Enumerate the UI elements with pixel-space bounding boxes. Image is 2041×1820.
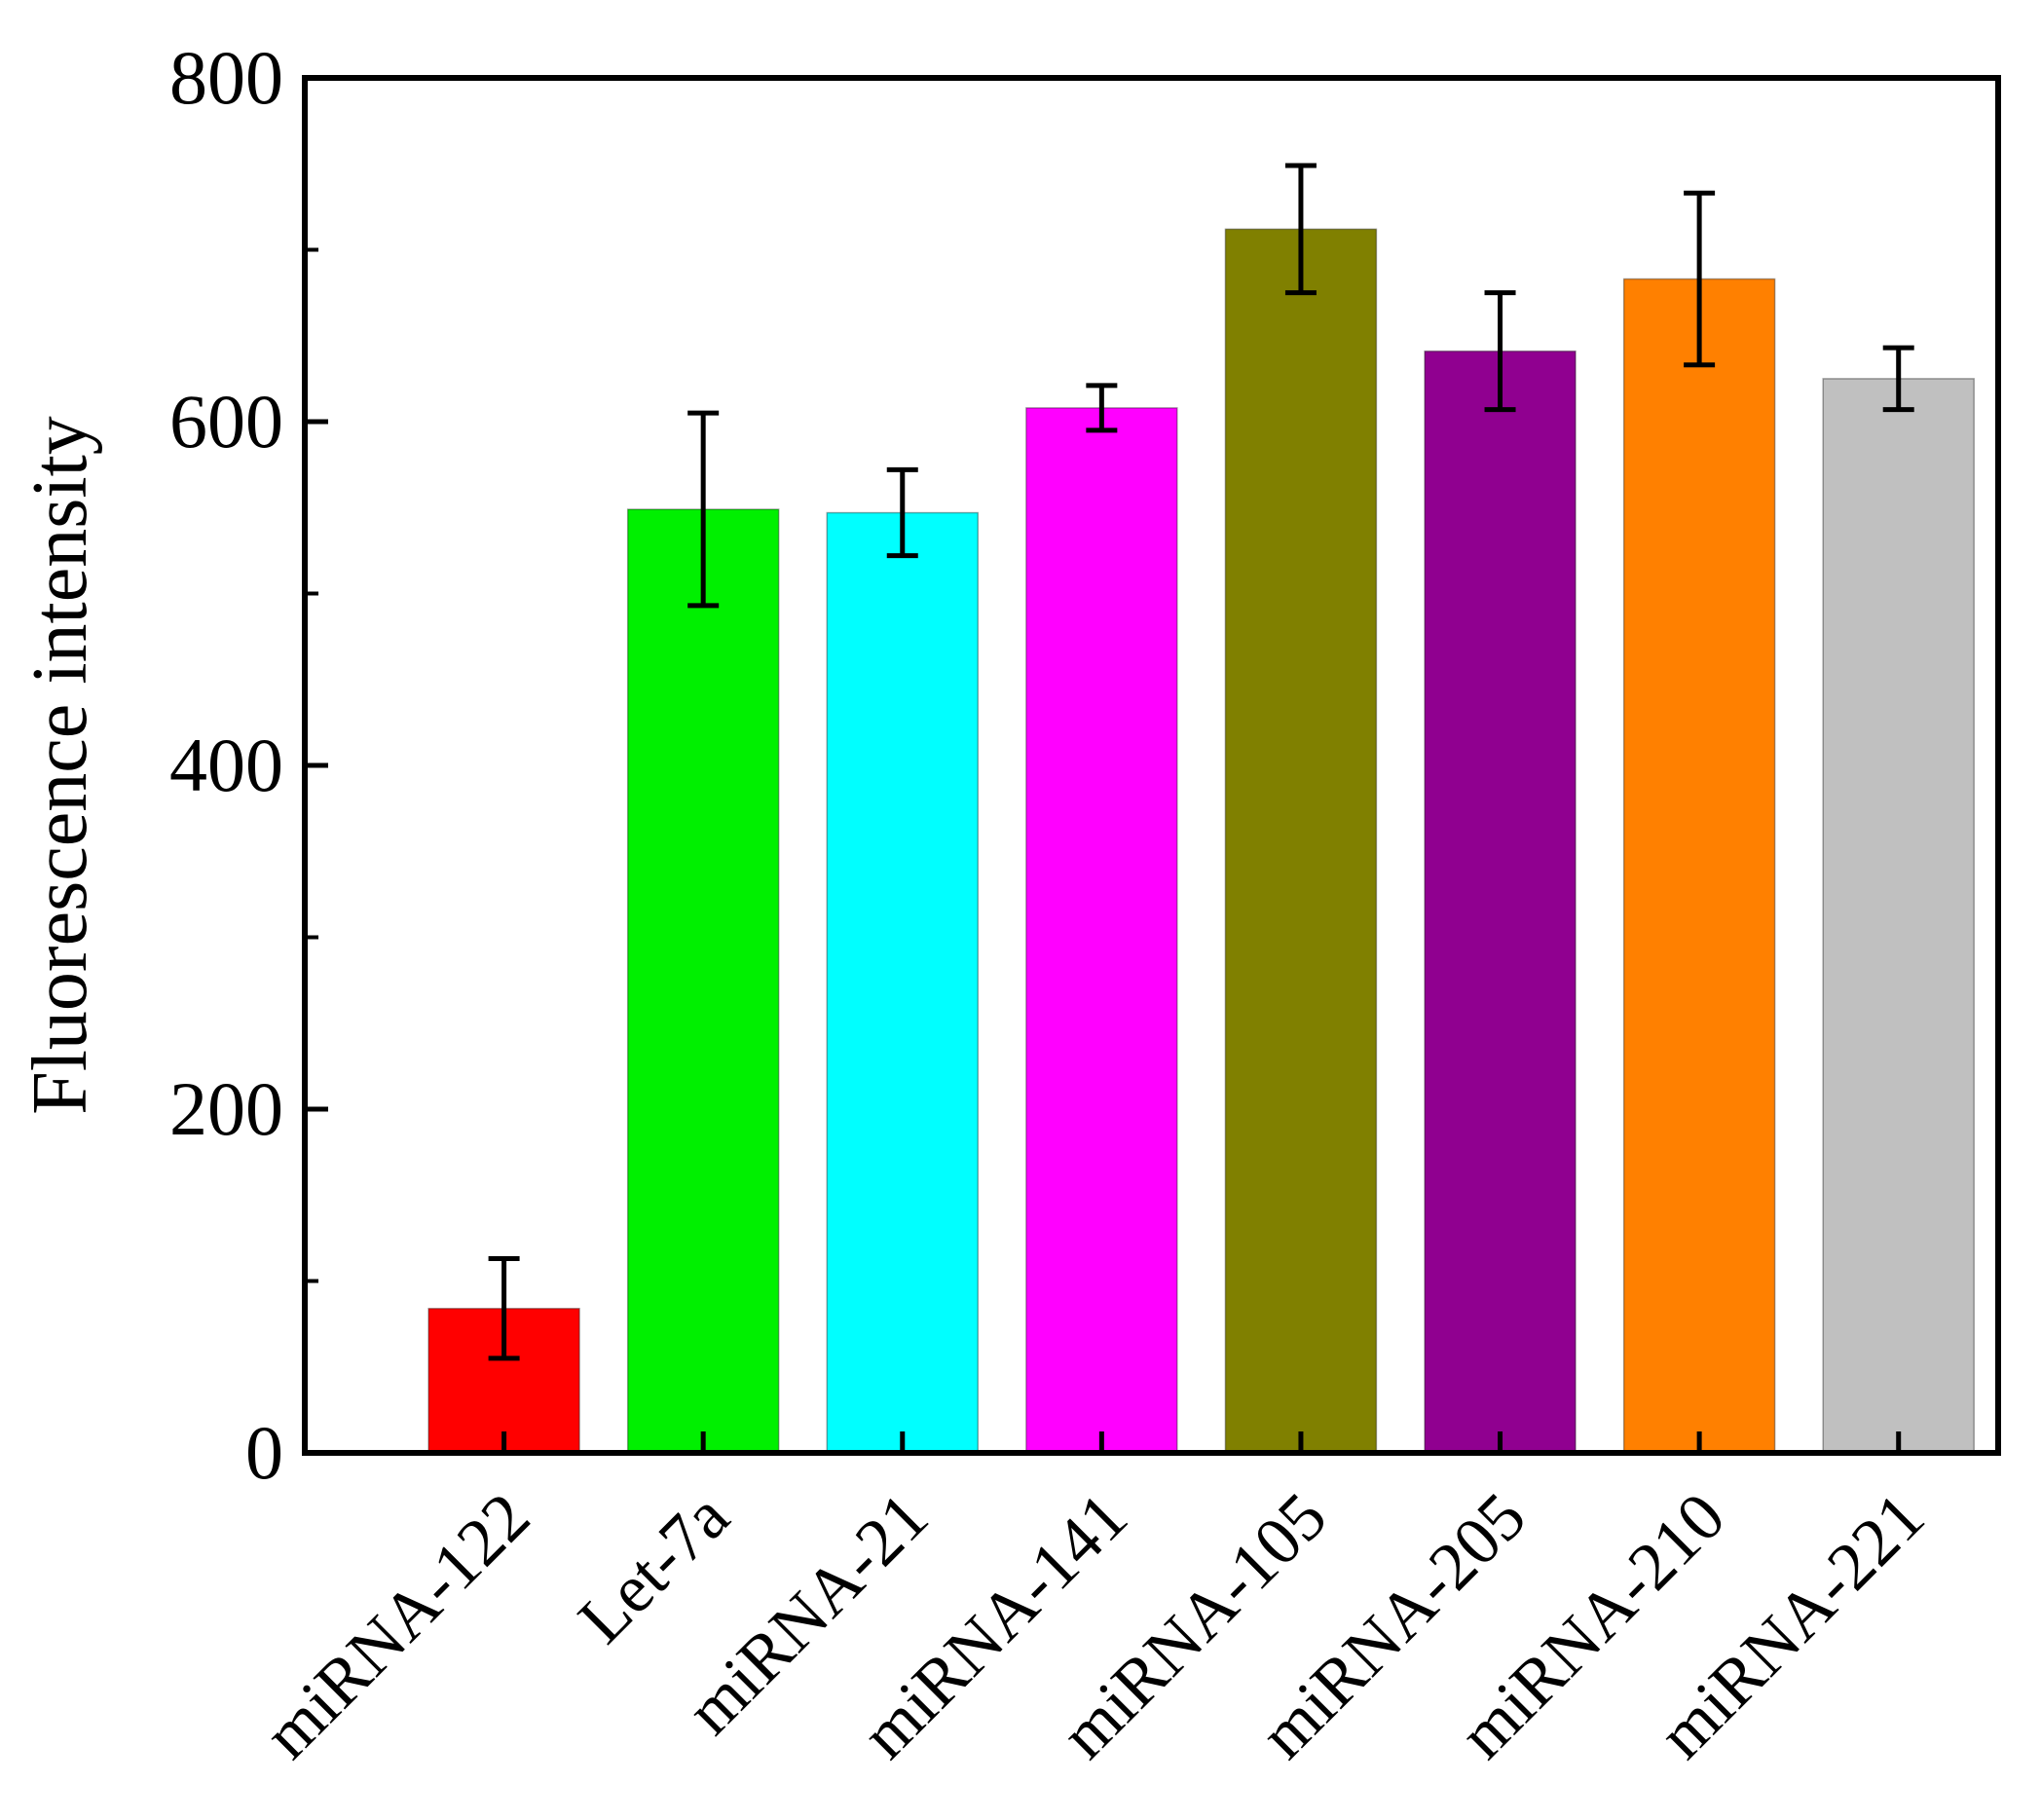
x-tick-label-mirna-122: miRNA-122 bbox=[250, 1479, 544, 1773]
bar-mirna-205 bbox=[1424, 350, 1577, 1454]
error-bar-mirna-122 bbox=[488, 1256, 520, 1361]
error-bar-mirna-205 bbox=[1484, 290, 1516, 413]
x-tick-label-let-7a: Let-7a bbox=[565, 1479, 744, 1658]
y-tick-label-0: 0 bbox=[245, 1410, 283, 1495]
bar-mirna-105 bbox=[1224, 228, 1378, 1454]
error-bar-mirna-105 bbox=[1284, 163, 1317, 296]
bar-let-7a bbox=[626, 508, 780, 1454]
bar-mirna-210 bbox=[1622, 278, 1776, 1454]
bar-mirna-141 bbox=[1025, 407, 1178, 1454]
error-bar-mirna-21 bbox=[886, 466, 918, 559]
y-tick-label-600: 600 bbox=[169, 379, 283, 464]
bars-layer bbox=[427, 228, 1975, 1454]
error-bar-mirna-221 bbox=[1882, 345, 1914, 413]
bar-mirna-221 bbox=[1822, 378, 1975, 1454]
error-bar-mirna-141 bbox=[1086, 383, 1118, 433]
y-tick-label-800: 800 bbox=[169, 35, 283, 120]
y-tick-label-400: 400 bbox=[169, 723, 283, 807]
ticks-layer bbox=[305, 75, 1902, 1456]
error-bar-let-7a bbox=[687, 410, 720, 609]
error-bar-mirna-210 bbox=[1684, 190, 1716, 368]
error-bars-layer bbox=[488, 163, 1914, 1361]
y-tick-label-200: 200 bbox=[169, 1066, 283, 1151]
y-axis-title: Fluorescence intensity bbox=[18, 416, 103, 1115]
bar-mirna-21 bbox=[826, 511, 980, 1454]
